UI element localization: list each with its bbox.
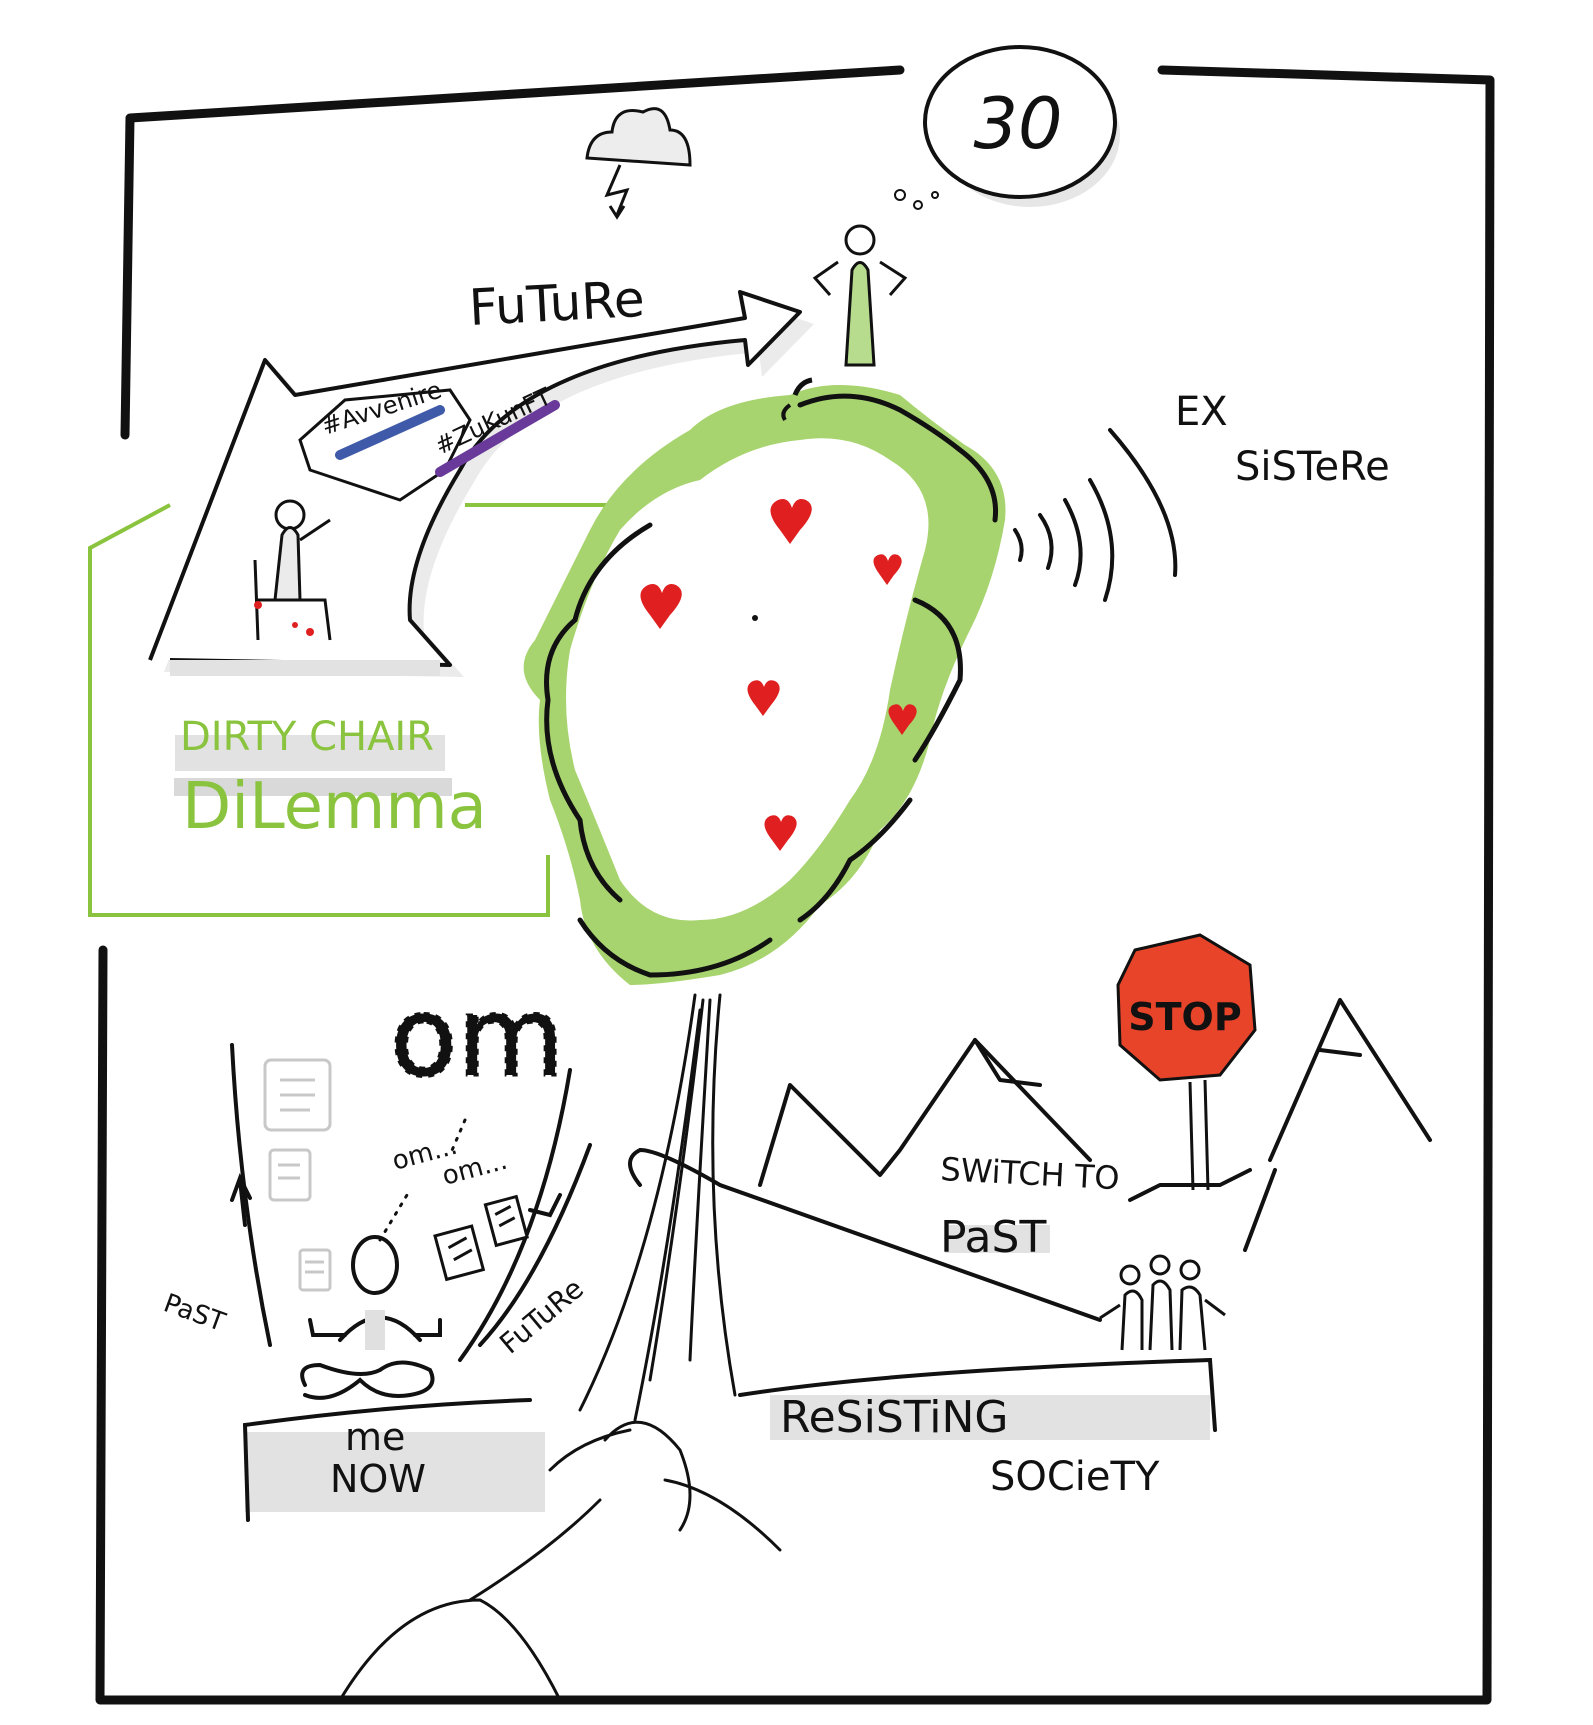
stop-sign-label: STOP [1128,995,1241,1039]
dirty-chair-dilemma-block: DIRTY CHAIR DiLemma [88,503,607,917]
future-arrow: FuTuRe [148,270,814,677]
stop-sign: STOP [1116,933,1257,1191]
society-label: SOCieTY [990,1454,1160,1500]
tree-trunk [338,993,782,1702]
storm-cloud-icon [585,107,692,220]
heart-icon [747,680,780,716]
meditating-figure [300,1235,442,1400]
future-arrow-label: FuTuRe [468,270,646,337]
past-mountain-label: PaST [940,1212,1046,1263]
outer-frame [95,65,1495,1705]
future-self-figure [812,224,908,367]
ex-sistere-line1: EX [1175,389,1228,435]
om-chant: om om... om... [378,972,566,1242]
switch-to-label: SWiTCH TO [940,1150,1121,1197]
mountains [758,998,1432,1252]
age-thought-bubble: 30 [894,45,1120,210]
society-group [1099,1254,1226,1351]
document-icons [433,1194,529,1282]
seated-figure-on-chair [253,499,332,641]
resisting-label: ReSiSTiNG [780,1392,1009,1443]
me-now-block: me NOW [242,1398,545,1522]
past-side-label: PaST [160,1288,229,1338]
tree-hearts [640,499,917,851]
future-side-label: FuTuRe [493,1272,590,1360]
dilemma-title-line2: DiLemma [182,770,487,844]
heart-icon [764,815,797,851]
past-future-lines [230,1043,592,1362]
heart-icon [888,704,917,735]
heart-icon [640,584,682,629]
vibration-lines [1013,428,1178,602]
resisting-society-block: ReSiSTiNG SOCieTY [738,1357,1217,1500]
faded-document-icons [263,1058,332,1292]
heart-icon [873,554,902,585]
heart-tree-crown [523,377,1006,985]
om-big-label: om [390,973,564,1101]
heart-icon [770,499,812,544]
switch-to-past-road: SWiTCH TO PaST [628,1147,1121,1322]
dilemma-title-line1: DIRTY CHAIR [180,714,434,760]
age-label: 30 [973,83,1062,165]
ex-sistere-line2: SiSTeRe [1235,444,1390,490]
now-label: NOW [330,1457,426,1501]
me-label: me [345,1415,405,1459]
